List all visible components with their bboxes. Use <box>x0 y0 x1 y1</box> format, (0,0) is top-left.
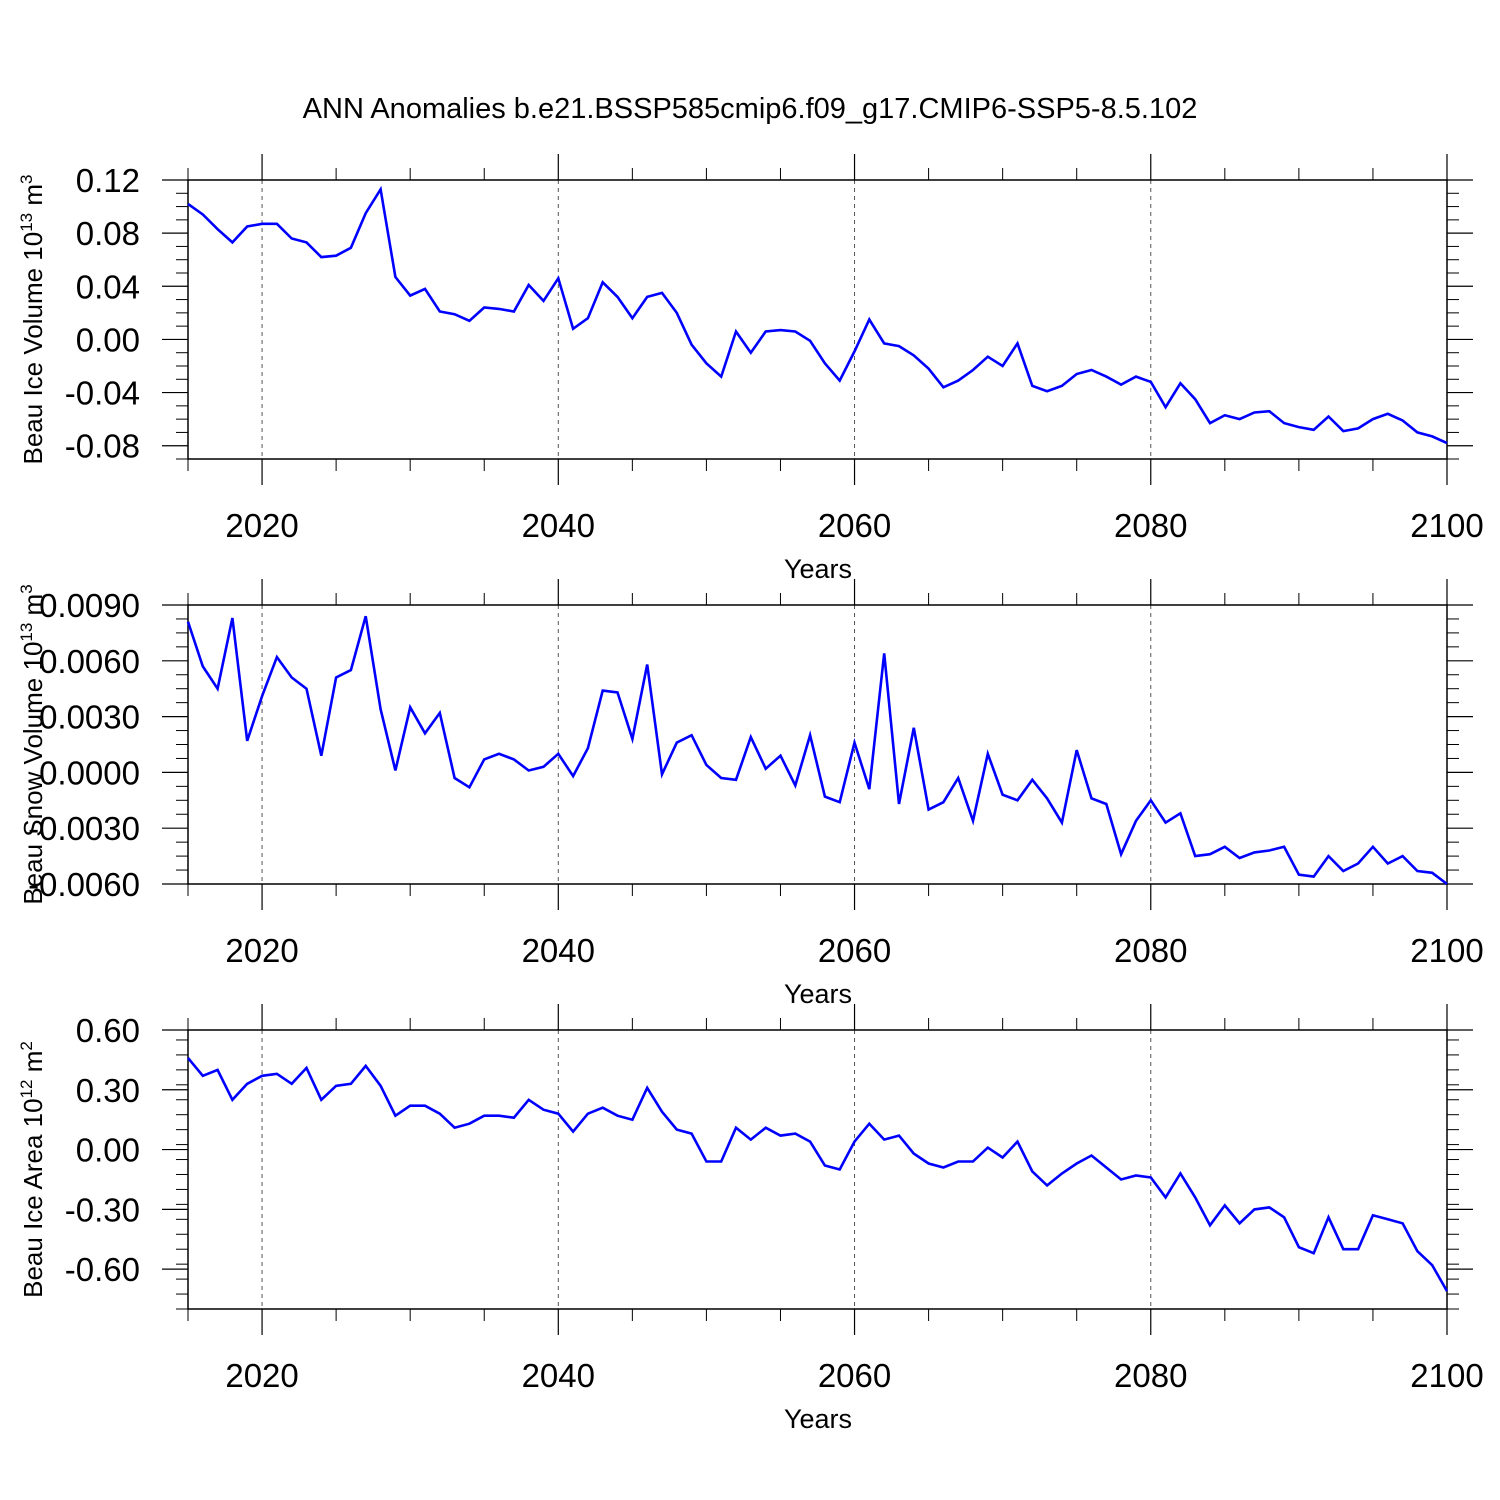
plot-frame <box>187 604 1448 885</box>
plot-frame <box>187 1029 1448 1310</box>
y-tick-label: 0.04 <box>76 268 140 305</box>
x-tick-label: 2040 <box>522 932 595 969</box>
x-tick-label: 2020 <box>225 1357 298 1394</box>
x-tick-label: 2060 <box>818 932 891 969</box>
x-tick-label: 2080 <box>1114 507 1187 544</box>
x-tick-label: 2060 <box>818 507 891 544</box>
y-tick-label: 0.08 <box>76 215 140 252</box>
x-tick-label: 2060 <box>818 1357 891 1394</box>
y-tick-label: 0.30 <box>76 1072 140 1109</box>
chart-panel-3: 2020 2040 2060 2080 2100 Years 0.60 0.30 0.00 -0.… <box>17 1004 1484 1434</box>
x-tick-label: 2080 <box>1114 1357 1187 1394</box>
series-line-1 <box>186 615 1448 886</box>
y-tick-label: -0.08 <box>65 428 140 465</box>
x-tick-label: 2080 <box>1114 932 1187 969</box>
x-axis-label: Years <box>784 979 852 1009</box>
y-tick-label: 0.0090 <box>39 587 140 624</box>
x-tick-label: 2020 <box>225 507 298 544</box>
y-tick-label: -0.04 <box>65 375 140 412</box>
y-tick-label: 0.00 <box>76 1132 140 1169</box>
x-tick-label: 2100 <box>1410 507 1483 544</box>
y-tick-label: 0.00 <box>76 321 140 358</box>
y-axis-label: Beau Ice Area 1012 m2 <box>17 1041 48 1298</box>
y-axis-label: Beau Snow Volume 1013 m3 <box>17 584 48 904</box>
y-tick-label: -0.0030 <box>28 810 140 847</box>
x-tick-label: 2100 <box>1410 1357 1483 1394</box>
series-line-1 <box>186 1057 1449 1292</box>
x-axis-label: Years <box>784 554 852 584</box>
y-tick-label: 0.12 <box>76 162 140 199</box>
chart-panels: 2020 2040 2060 2080 2100 Years 0.12 0.08 0.04 0.0… <box>17 154 1484 1434</box>
x-tick-label: 2020 <box>225 932 298 969</box>
x-tick-label: 2040 <box>522 507 595 544</box>
y-tick-label: -0.0060 <box>28 866 140 903</box>
x-axis-label: Years <box>784 1404 852 1434</box>
y-tick-label: -0.60 <box>65 1251 140 1288</box>
chart-panel-1: 2020 2040 2060 2080 2100 Years 0.12 0.08 0.04 0.0… <box>17 154 1484 584</box>
series-line-1 <box>187 185 1448 445</box>
y-axis-label: Beau Ice Volume 1013 m3 <box>17 175 48 465</box>
chart-panel-2: 2020 2040 2060 2080 2100 Years 0.0090 0.0060 0.0… <box>17 579 1484 1009</box>
y-tick-label: -0.30 <box>65 1191 140 1228</box>
y-tick-label: 0.0030 <box>39 699 140 736</box>
chart-title: ANN Anomalies b.e21.BSSP585cmip6.f09_g17… <box>303 93 1198 125</box>
x-tick-label: 2100 <box>1410 932 1483 969</box>
x-tick-label: 2040 <box>522 1357 595 1394</box>
y-tick-label: 0.0060 <box>39 643 140 680</box>
y-tick-label: 0.60 <box>76 1012 140 1049</box>
plot-frame <box>187 179 1448 460</box>
y-tick-label: 0.0000 <box>39 754 140 791</box>
